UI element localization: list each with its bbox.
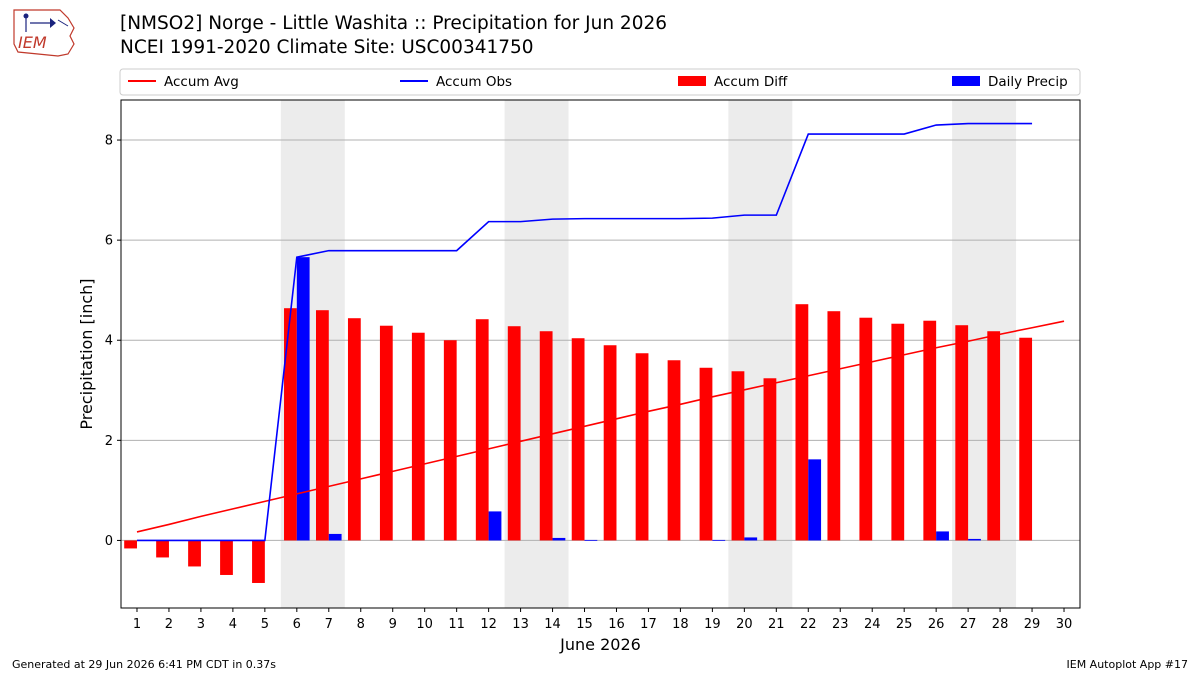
diff-bar-day-15 — [571, 338, 585, 541]
diff-bar-day-5 — [252, 540, 265, 583]
daily-bar-day-22 — [808, 459, 822, 541]
y-tick-label-8: 8 — [105, 134, 113, 149]
x-tick-label-19: 19 — [704, 617, 721, 632]
footer-app: IEM Autoplot App #17 — [1066, 658, 1189, 671]
x-tick-label-13: 13 — [512, 617, 529, 632]
legend-label-accum-avg: Accum Avg — [164, 74, 239, 90]
legend-swatch-accum-diff — [678, 76, 706, 86]
diff-bar-day-21 — [763, 378, 777, 541]
accum-avg-line — [136, 320, 1065, 533]
daily-bar-day-27 — [968, 538, 981, 541]
x-tick-label-2: 2 — [165, 617, 173, 632]
diff-bar-day-3 — [188, 540, 201, 567]
x-tick-label-25: 25 — [896, 617, 913, 632]
x-tick-label-16: 16 — [608, 617, 625, 632]
x-tick-label-30: 30 — [1056, 617, 1073, 632]
diff-bar-day-22 — [795, 304, 809, 541]
footer-generated: Generated at 29 Jun 2026 6:41 PM CDT in … — [12, 658, 277, 671]
x-tick-label-15: 15 — [576, 617, 593, 632]
daily-bar-day-14 — [552, 537, 566, 541]
x-axis-label: June 2026 — [559, 635, 641, 654]
x-tick-label-12: 12 — [480, 617, 497, 632]
daily-bar-day-19 — [712, 539, 726, 541]
daily-bar-day-6 — [296, 257, 310, 541]
x-tick-label-3: 3 — [197, 617, 205, 632]
diff-bar-day-12 — [475, 319, 489, 541]
x-tick-label-5: 5 — [261, 617, 269, 632]
x-tick-label-26: 26 — [928, 617, 945, 632]
iowa-outline — [13, 9, 75, 57]
x-tick-label-8: 8 — [357, 617, 365, 632]
diff-bar-day-13 — [507, 326, 521, 541]
daily-bar-day-7 — [328, 533, 342, 541]
daily-bar-day-20 — [744, 537, 758, 541]
diff-bar-day-28 — [987, 331, 1001, 541]
diff-bar-day-11 — [443, 340, 457, 541]
chart-subtitle: NCEI 1991-2020 Climate Site: USC00341750 — [120, 37, 534, 58]
x-tick-label-29: 29 — [1024, 617, 1041, 632]
x-tick-label-14: 14 — [544, 617, 561, 632]
y-tick-label-2: 2 — [105, 434, 113, 449]
x-tick-label-1: 1 — [133, 617, 141, 632]
x-tick-label-24: 24 — [864, 617, 881, 632]
x-tick-label-20: 20 — [736, 617, 753, 632]
x-tick-label-22: 22 — [800, 617, 817, 632]
diff-bar-day-27 — [955, 325, 969, 541]
accum-obs-line — [136, 122, 1033, 542]
diff-bar-day-8 — [347, 318, 361, 541]
diff-bar-day-7 — [315, 310, 329, 541]
x-tick-label-4: 4 — [229, 617, 237, 632]
legend-label-accum-obs: Accum Obs — [436, 74, 512, 90]
diff-bar-day-2 — [156, 540, 169, 558]
diff-bar-day-24 — [859, 317, 873, 541]
y-tick-label-4: 4 — [105, 334, 113, 349]
diff-bar-day-6 — [284, 308, 297, 541]
x-tick-label-28: 28 — [992, 617, 1009, 632]
x-tick-label-17: 17 — [640, 617, 657, 632]
diff-bar-day-10 — [411, 332, 425, 541]
y-tick-label-0: 0 — [105, 534, 113, 549]
x-tick-label-27: 27 — [960, 617, 977, 632]
y-tick-label-6: 6 — [105, 234, 113, 249]
diff-bar-day-20 — [731, 371, 745, 541]
chart-title: [NMSO2] Norge - Little Washita :: Precip… — [120, 13, 668, 34]
diff-bar-day-25 — [891, 323, 905, 541]
x-tick-label-9: 9 — [389, 617, 397, 632]
y-axis-label: Precipitation [inch] — [77, 278, 96, 429]
diff-bar-day-29 — [1019, 337, 1033, 541]
legend-label-accum-diff: Accum Diff — [714, 74, 788, 90]
x-tick-label-21: 21 — [768, 617, 785, 632]
diff-bar-day-1 — [124, 540, 137, 549]
diff-bar-day-9 — [379, 325, 393, 541]
diff-bar-day-26 — [923, 320, 937, 541]
legend-label-daily-precip: Daily Precip — [988, 74, 1068, 90]
diff-bar-day-4 — [220, 540, 233, 575]
daily-bar-day-26 — [936, 531, 949, 541]
diff-bar-day-16 — [603, 345, 617, 541]
plot-frame — [120, 99, 1081, 609]
x-tick-label-7: 7 — [325, 617, 333, 632]
diff-bar-day-23 — [827, 311, 841, 541]
x-tick-label-10: 10 — [416, 617, 433, 632]
legend-box — [119, 68, 1081, 96]
diff-bar-day-17 — [635, 353, 649, 541]
logo-text: IEM — [18, 33, 47, 52]
diff-bar-day-19 — [699, 367, 713, 541]
diff-bar-day-18 — [667, 360, 681, 541]
iem-logo: IEM — [13, 9, 75, 57]
x-tick-label-6: 6 — [293, 617, 301, 632]
daily-bar-day-15 — [584, 539, 598, 541]
x-tick-label-11: 11 — [448, 617, 465, 632]
legend-swatch-daily-precip — [952, 76, 980, 86]
daily-bar-day-12 — [488, 511, 502, 541]
x-tick-label-18: 18 — [672, 617, 689, 632]
x-tick-label-23: 23 — [832, 617, 849, 632]
